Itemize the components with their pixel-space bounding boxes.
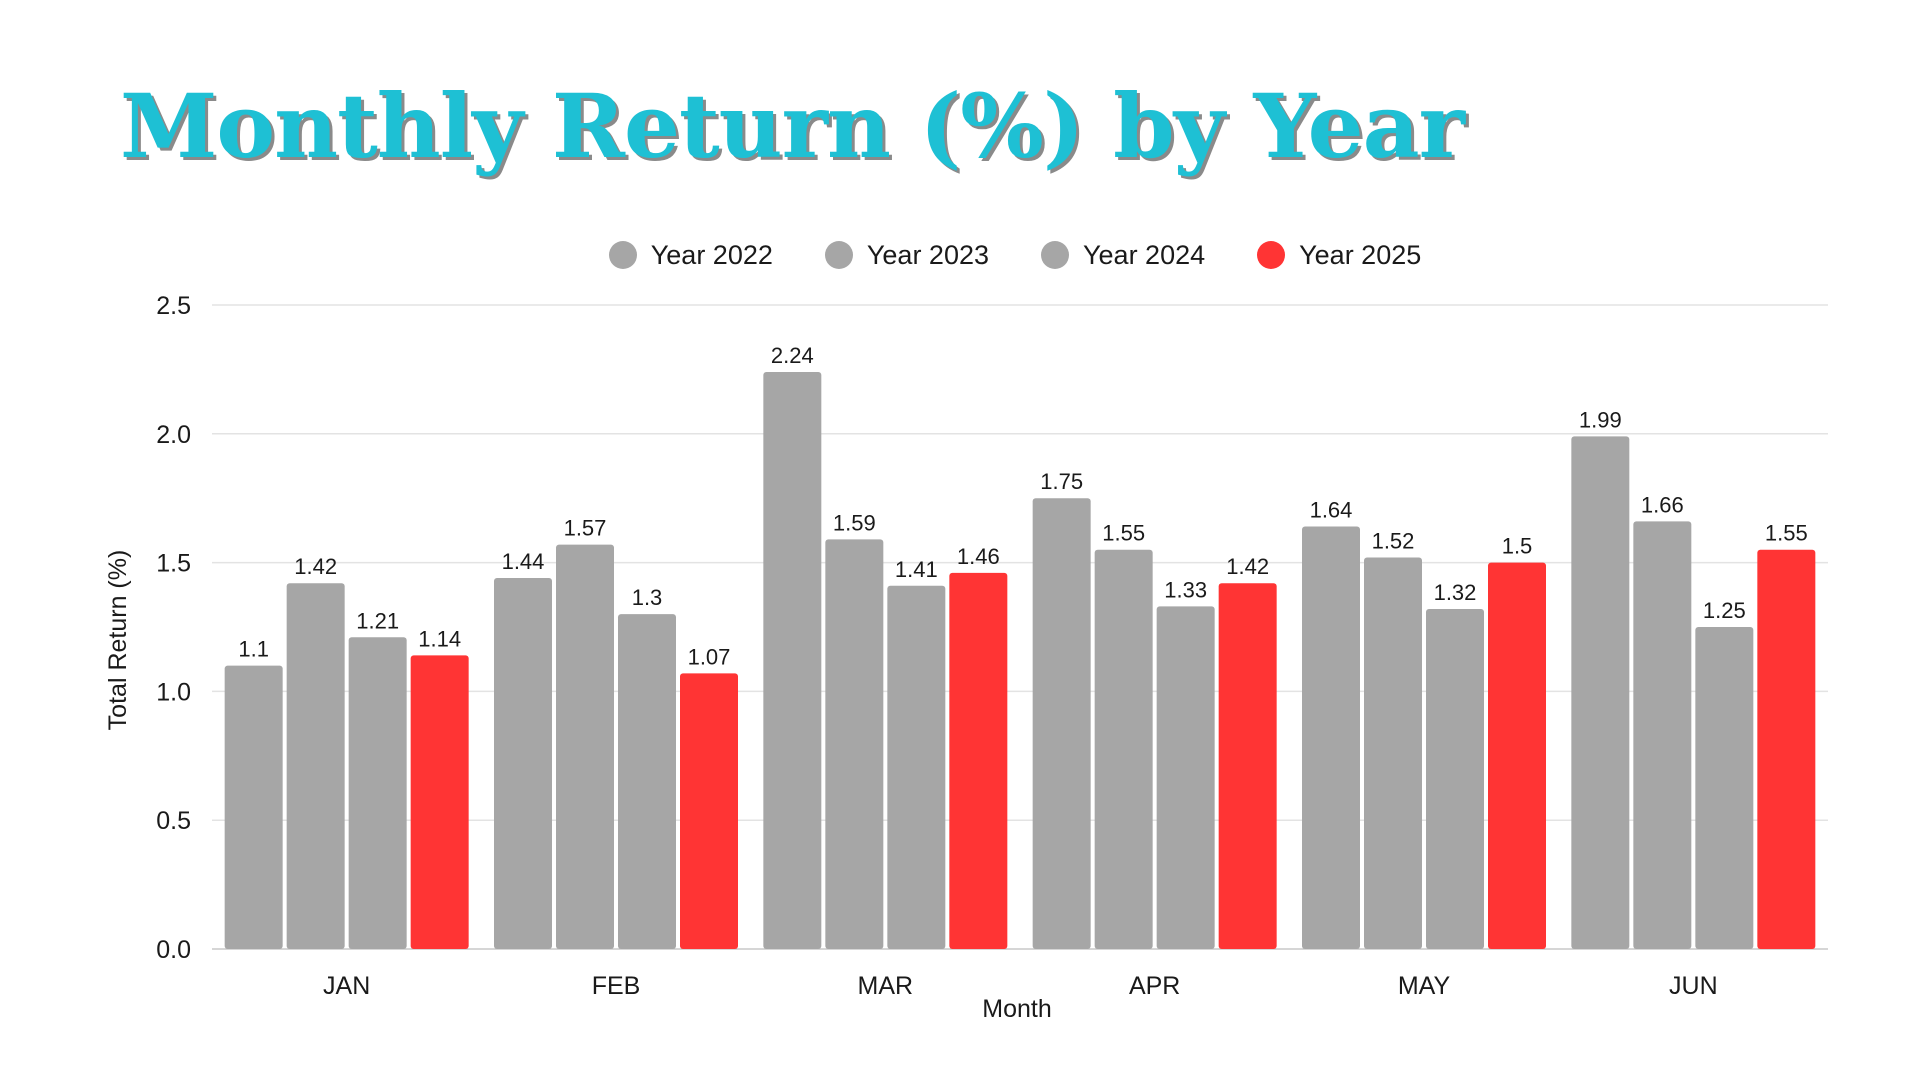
data-label: 1.25 <box>1703 598 1746 623</box>
data-label: 1.46 <box>957 544 1000 569</box>
data-label: 1.55 <box>1102 521 1145 546</box>
data-label: 1.1 <box>238 637 269 662</box>
x-tick-label: FEB <box>592 972 641 1000</box>
bar-jun-year-2023[interactable] <box>1633 521 1692 949</box>
bar-jan-year-2024[interactable] <box>348 637 407 949</box>
data-label: 1.5 <box>1502 534 1533 559</box>
bar-apr-year-2024[interactable] <box>1156 606 1215 949</box>
data-label: 1.64 <box>1310 498 1353 523</box>
x-tick-label: JUN <box>1669 972 1718 1000</box>
bar-may-year-2024[interactable] <box>1426 608 1484 949</box>
bar-mar-year-2024[interactable] <box>887 585 946 949</box>
data-label: 1.55 <box>1765 521 1808 546</box>
bar-may-year-2022[interactable] <box>1302 526 1360 949</box>
y-axis-title: Total Return (%) <box>104 550 132 731</box>
y-tick-label: 0.5 <box>156 807 191 835</box>
y-tick-label: 1.5 <box>156 550 191 578</box>
chart-legend: Year 2022 Year 2023 Year 2024 Year 2025 <box>0 237 1920 273</box>
legend-item-2025[interactable]: Year 2025 <box>1257 237 1421 273</box>
legend-swatch-2025 <box>1257 241 1286 269</box>
y-axis-ticks: 0.0 0.5 1.0 1.5 2.0 2.5 <box>156 292 191 964</box>
data-label: 1.33 <box>1164 577 1207 602</box>
data-label: 1.66 <box>1641 492 1684 517</box>
x-tick-label: APR <box>1129 972 1180 1000</box>
x-tick-label: JAN <box>323 972 370 1000</box>
y-tick-label: 2.5 <box>156 292 191 320</box>
data-label: 1.99 <box>1579 407 1622 432</box>
bar-jun-year-2024[interactable] <box>1695 627 1754 949</box>
bar-feb-year-2024[interactable] <box>618 614 676 949</box>
bar-jan-year-2023[interactable] <box>286 583 345 949</box>
legend-swatch-2024 <box>1041 241 1069 269</box>
bar-feb-year-2022[interactable] <box>494 578 552 949</box>
legend-swatch-2022 <box>608 241 637 269</box>
legend-item-2022[interactable]: Year 2022 <box>608 237 773 273</box>
y-tick-label: 0.0 <box>156 936 191 964</box>
x-axis-title: Month <box>982 995 1051 1023</box>
data-label: 1.3 <box>632 585 663 610</box>
bar-mar-year-2025[interactable] <box>949 572 1008 949</box>
legend-label-2025: Year 2025 <box>1299 239 1422 270</box>
data-label: 1.75 <box>1040 469 1083 494</box>
chart-title: Monthly Return (%) by Year <box>120 74 1465 178</box>
bar-jan-year-2022[interactable] <box>224 665 283 949</box>
data-label: 1.32 <box>1434 580 1477 605</box>
bar-apr-year-2023[interactable] <box>1094 549 1153 949</box>
bar-mar-year-2022[interactable] <box>763 371 822 949</box>
legend-label-2022: Year 2022 <box>650 239 773 270</box>
bar-jun-year-2025[interactable] <box>1757 549 1816 949</box>
legend-item-2023[interactable]: Year 2023 <box>824 237 989 273</box>
data-label: 1.44 <box>502 549 545 574</box>
data-label: 1.42 <box>294 554 337 579</box>
bar-jun-year-2022[interactable] <box>1571 436 1630 950</box>
bars <box>224 371 1816 950</box>
data-labels: 1.1 1.42 1.21 1.14 1.44 1.57 1.3 1.07 2.24 1.59 1.… <box>238 343 1807 669</box>
data-label: 1.52 <box>1372 528 1415 553</box>
bar-apr-year-2025[interactable] <box>1218 583 1277 949</box>
data-label: 1.14 <box>418 626 461 651</box>
legend-item-2024[interactable]: Year 2024 <box>1041 237 1205 273</box>
bar-mar-year-2023[interactable] <box>825 539 884 949</box>
y-tick-label: 2.0 <box>156 421 191 449</box>
x-tick-label: MAY <box>1398 972 1451 1000</box>
data-label: 1.07 <box>688 644 731 669</box>
y-tick-label: 1.0 <box>156 678 191 706</box>
data-label: 2.24 <box>771 343 814 368</box>
bar-may-year-2025[interactable] <box>1488 562 1546 949</box>
legend-label-2024: Year 2024 <box>1083 239 1206 270</box>
gridlines <box>212 304 1828 950</box>
data-label: 1.42 <box>1226 554 1269 579</box>
legend-label-2023: Year 2023 <box>866 239 989 270</box>
data-label: 1.21 <box>356 608 399 633</box>
bar-may-year-2023[interactable] <box>1364 557 1422 949</box>
legend-swatch-2023 <box>824 241 853 269</box>
bar-feb-year-2025[interactable] <box>680 673 738 949</box>
data-label: 1.59 <box>833 510 876 535</box>
data-label: 1.41 <box>895 557 938 582</box>
bar-apr-year-2022[interactable] <box>1032 498 1091 949</box>
data-label: 1.57 <box>564 516 607 541</box>
bar-jan-year-2025[interactable] <box>410 655 469 949</box>
x-axis-ticks: JAN FEB MAR APR MAY JUN <box>323 972 1718 1000</box>
x-tick-label: MAR <box>858 972 914 1000</box>
bar-feb-year-2023[interactable] <box>556 544 614 949</box>
